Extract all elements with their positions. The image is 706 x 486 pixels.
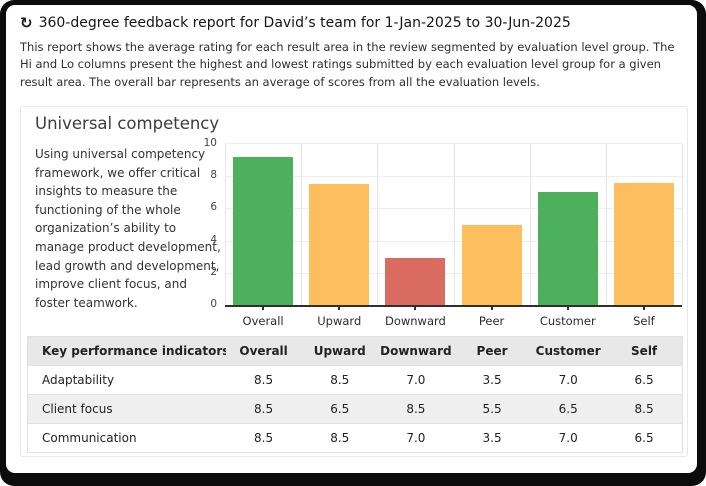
kpi-value: 6.5: [606, 423, 683, 453]
gridline-x-6: [682, 144, 683, 305]
x-tick-downward: [414, 306, 417, 310]
kpi-col-header-overall: Overall: [225, 336, 302, 366]
x-tick-upward: [338, 306, 341, 310]
kpi-value: 8.5: [377, 394, 454, 424]
kpi-col-header-customer: Customer: [530, 336, 607, 366]
kpi-value: 7.0: [377, 423, 454, 453]
kpi-col-header-key-performance-indicators: Key performance indicators: [27, 336, 226, 366]
report-description: This report shows the average rating for…: [20, 40, 675, 89]
bar-self: [613, 182, 674, 305]
x-tick-customer: [566, 306, 569, 310]
gridline-x-5: [605, 144, 607, 305]
refresh-icon[interactable]: ↻: [20, 13, 33, 32]
kpi-value: 8.5: [225, 394, 302, 424]
kpi-value: 8.5: [225, 423, 302, 453]
kpi-col-header-self: Self: [606, 336, 683, 366]
kpi-col-header-upward: Upward: [301, 336, 378, 366]
y-tick-label-10: 10: [203, 137, 217, 149]
kpi-value: 3.5: [453, 423, 531, 453]
kpi-value: 3.5: [453, 365, 531, 395]
kpi-value: 8.5: [301, 423, 378, 453]
gridline-x-0: [225, 144, 226, 305]
kpi-col-header-downward: Downward: [377, 336, 454, 366]
bar-overall: [233, 156, 294, 305]
kpi-row-adaptability: Adaptability 8.5 8.5 7.0 3.5 7.0 6.5: [27, 365, 683, 395]
y-tick-label-0: 0: [210, 298, 217, 310]
kpi-value: 6.5: [530, 394, 607, 424]
gridline-x-3: [453, 144, 455, 305]
kpi-value: 7.0: [530, 423, 607, 453]
feedback-bar-chart: 0 2 4 6 8 10 Overall Upward Downward Peer Customer…: [21, 137, 683, 339]
x-tick-peer: [490, 306, 493, 310]
kpi-row-communication: Communication 8.5 8.5 7.0 3.5 7.0 6.5: [27, 423, 683, 453]
kpi-value: 5.5: [453, 394, 531, 424]
kpi-value: 8.5: [301, 365, 378, 395]
kpi-value: 8.5: [606, 394, 683, 424]
x-label-peer: Peer: [478, 314, 505, 328]
kpi-value: 6.5: [606, 365, 683, 395]
y-tick-label-8: 8: [210, 169, 217, 182]
plot-area: [225, 143, 683, 307]
title-row: ↻ 360-degree feedback report for David’s…: [20, 15, 683, 31]
gridline-x-1: [301, 144, 303, 305]
x-label-self: Self: [633, 314, 655, 328]
card-title: Universal competency: [35, 114, 220, 133]
x-label-downward: Downward: [384, 314, 446, 328]
gridline-x-2: [377, 144, 379, 305]
y-tick-label-4: 4: [210, 233, 217, 246]
report-title: 360-degree feedback report for David’s t…: [38, 15, 571, 31]
x-label-customer: Customer: [539, 314, 596, 328]
report-header: ↻ 360-degree feedback report for David’s…: [20, 15, 683, 91]
y-tick-label-2: 2: [210, 265, 217, 278]
kpi-col-header-peer: Peer: [453, 336, 531, 366]
y-tick-label-6: 6: [210, 201, 217, 214]
gridline-x-4: [529, 144, 531, 305]
universal-competency-card: Universal competency Using universal com…: [20, 106, 688, 457]
bar-downward: [385, 258, 446, 305]
kpi-value: 6.5: [301, 394, 378, 424]
kpi-value: 7.0: [530, 365, 607, 395]
bar-peer: [461, 224, 522, 305]
x-label-overall: Overall: [242, 314, 284, 328]
kpi-row-label: Adaptability: [27, 365, 226, 395]
kpi-value: 7.0: [377, 365, 454, 395]
kpi-value: 8.5: [225, 365, 302, 395]
report-page: ↻ 360-degree feedback report for David’s…: [6, 5, 697, 473]
x-tick-overall: [262, 306, 265, 310]
kpi-table-header-row: Key performance indicators Overall Upward D…: [27, 336, 683, 366]
card-description: Using universal competency framework, we…: [35, 147, 221, 310]
kpi-row-label: Client focus: [27, 394, 226, 424]
bar-customer: [537, 192, 598, 305]
kpi-table: Key performance indicators Overall Upward D…: [27, 336, 683, 453]
bar-upward: [309, 184, 370, 305]
x-label-upward: Upward: [317, 314, 362, 328]
kpi-row-label: Communication: [27, 423, 226, 453]
x-tick-self: [642, 306, 645, 310]
kpi-row-client-focus: Client focus 8.5 6.5 8.5 5.5 6.5 8.5: [27, 394, 683, 424]
